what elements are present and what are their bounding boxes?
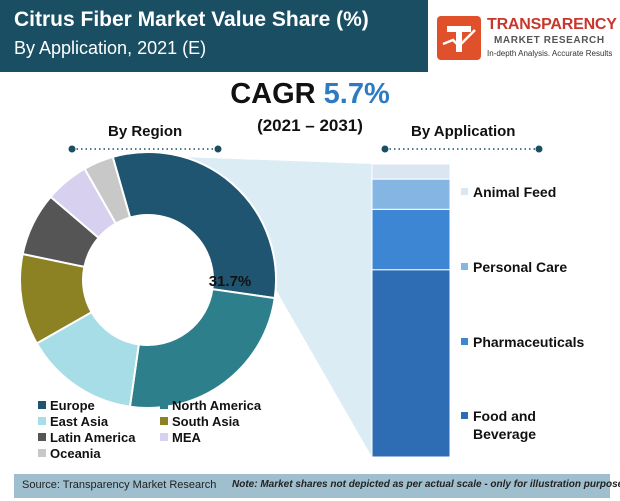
bar-segment-personal-care [371, 178, 451, 210]
chart-title: Citrus Fiber Market Value Share (%) [14, 8, 369, 31]
logo-tagline: In-depth Analysis. Accurate Results [487, 49, 613, 58]
legend-swatch-mea [160, 433, 168, 441]
application-section-title: By Application [411, 123, 516, 140]
donut-slice-europe [111, 151, 277, 300]
legend-swatch-europe [38, 401, 46, 409]
bar-segment-food-and-beverage [371, 269, 451, 458]
section-dividers [68, 145, 543, 153]
footer: Source: Transparency Market Research Not… [0, 468, 620, 501]
bar-segment-animal-feed [371, 163, 451, 180]
callout-connector [121, 154, 373, 457]
application-divider-dot-right [535, 145, 543, 153]
cagr-label: CAGR [230, 78, 316, 110]
application-stacked-bar [371, 163, 451, 458]
legend-swatch-north-america [160, 401, 168, 409]
legend-swatch-oceania [38, 449, 46, 457]
region-divider-dot-left [68, 145, 76, 153]
legend-label-europe: Europe [50, 398, 95, 413]
legend-label-north-america: North America [172, 398, 262, 413]
app-label-food-beverage: Food and Beverage [473, 407, 536, 443]
logo-sub: MARKET RESEARCH [494, 35, 605, 46]
food-label-line2: Beverage [473, 426, 537, 442]
legend-label-latin-america: Latin America [50, 430, 136, 445]
footer-bar [14, 474, 610, 498]
donut-slice-north-america [128, 288, 276, 409]
logo-mark-icon [437, 16, 481, 60]
europe-share-label: 31.7% [209, 273, 252, 290]
logo-name: TRANSPARENCY [487, 16, 617, 33]
personal-care-bullet [461, 263, 468, 270]
legend-label-oceania: Oceania [50, 446, 101, 461]
region-section-title: By Region [108, 123, 183, 140]
cagr-period: (2021 – 2031) [257, 116, 363, 135]
donut-slice-oceania [83, 155, 132, 225]
food-beverage-bullet [461, 412, 468, 419]
app-label-animal-feed: Animal Feed [473, 184, 557, 200]
footer-source: Source: Transparency Market Research [22, 479, 217, 491]
app-label-pharmaceuticals: Pharmaceuticals [473, 334, 585, 350]
animal-feed-bullet [461, 188, 468, 195]
cagr-heading: CAGR 5.7% [0, 78, 620, 111]
brand-logo: TRANSPARENCY MARKET RESEARCH In-depth An… [437, 14, 617, 64]
footer-note: Note: Market shares not depicted as per … [232, 479, 620, 490]
legend-swatch-latin-america [38, 433, 46, 441]
chart-subtitle: By Application, 2021 (E) [14, 38, 207, 58]
legend-swatch-east-asia [38, 417, 46, 425]
legend-swatch-south-asia [160, 417, 168, 425]
region-divider-dot-right [214, 145, 222, 153]
legend-label-east-asia: East Asia [50, 414, 109, 429]
cagr-value: 5.7% [323, 78, 390, 110]
bar-segment-pharmaceuticals [371, 208, 451, 271]
application-divider-dot-left [381, 145, 389, 153]
legend-label-mea: MEA [172, 430, 201, 445]
legend-label-south-asia: South Asia [172, 414, 240, 429]
header-band: Citrus Fiber Market Value Share (%) By A… [0, 0, 428, 72]
app-label-personal-care: Personal Care [473, 259, 568, 275]
food-label-line1: Food and [473, 408, 536, 424]
pharmaceuticals-bullet [461, 338, 468, 345]
region-donut [19, 151, 277, 409]
